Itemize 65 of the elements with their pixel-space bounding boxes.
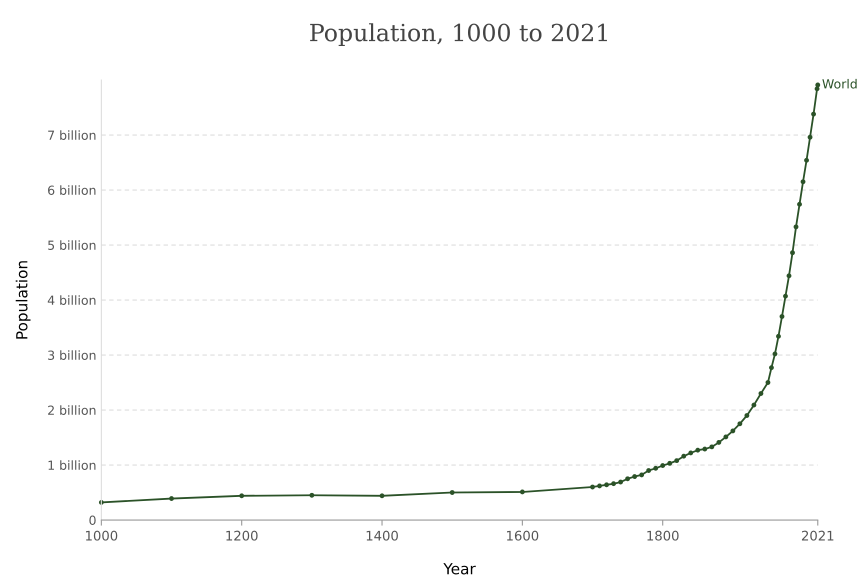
point xyxy=(239,493,244,498)
point xyxy=(653,466,658,471)
point xyxy=(766,380,770,385)
point xyxy=(814,86,820,92)
point xyxy=(716,440,722,445)
x-tick-label: 1400 xyxy=(366,530,398,541)
point xyxy=(776,334,781,339)
point xyxy=(769,365,774,370)
x-axis-title: Year xyxy=(443,563,476,574)
point xyxy=(632,474,638,479)
chart-title: Population, 1000 to 2021 xyxy=(310,23,607,46)
point xyxy=(380,493,384,498)
y-tick-label: 6 billion xyxy=(48,185,96,195)
point xyxy=(751,402,756,408)
point xyxy=(772,351,778,356)
point xyxy=(169,496,174,501)
point xyxy=(730,428,736,434)
point xyxy=(450,490,455,495)
point xyxy=(800,179,806,184)
point xyxy=(625,476,630,482)
x-tick-label: 1600 xyxy=(507,530,538,541)
point xyxy=(723,434,728,440)
point xyxy=(744,413,750,418)
point xyxy=(597,483,602,488)
point xyxy=(783,294,788,299)
point xyxy=(667,460,672,466)
point xyxy=(702,446,708,452)
point xyxy=(737,421,742,426)
x-tick-label: 1200 xyxy=(226,530,258,541)
point xyxy=(758,391,764,396)
point xyxy=(794,224,798,230)
x-tick-label: 1000 xyxy=(86,530,118,541)
y-tick-label: 4 billion xyxy=(48,295,96,305)
y-tick-label: 2 billion xyxy=(48,405,96,415)
point xyxy=(604,482,609,488)
point xyxy=(639,472,644,478)
point xyxy=(695,448,700,453)
point xyxy=(520,490,525,494)
point xyxy=(611,481,616,486)
y-tick-label: 0 xyxy=(89,515,96,525)
y-tick-label: 7 billion xyxy=(48,130,96,140)
point xyxy=(811,112,816,117)
point xyxy=(808,134,812,140)
point xyxy=(797,202,802,207)
point xyxy=(674,458,680,464)
point xyxy=(780,314,784,319)
point xyxy=(786,273,792,278)
point xyxy=(815,82,820,88)
point xyxy=(309,492,314,498)
point xyxy=(646,468,652,473)
point xyxy=(618,480,624,484)
point xyxy=(681,454,686,459)
x-tick-label: 2021 xyxy=(802,530,834,541)
x-tick-label: 1800 xyxy=(647,530,679,541)
point xyxy=(688,450,694,456)
y-tick-label: 5 billion xyxy=(48,240,96,250)
point xyxy=(804,158,809,163)
y-axis-title: Population xyxy=(16,261,31,339)
point xyxy=(709,444,714,450)
point xyxy=(590,484,595,490)
series-label: World xyxy=(822,78,857,89)
y-tick-label: 1 billion xyxy=(48,460,96,470)
y-tick-label: 3 billion xyxy=(48,350,96,360)
point xyxy=(660,463,666,468)
point xyxy=(790,250,795,256)
